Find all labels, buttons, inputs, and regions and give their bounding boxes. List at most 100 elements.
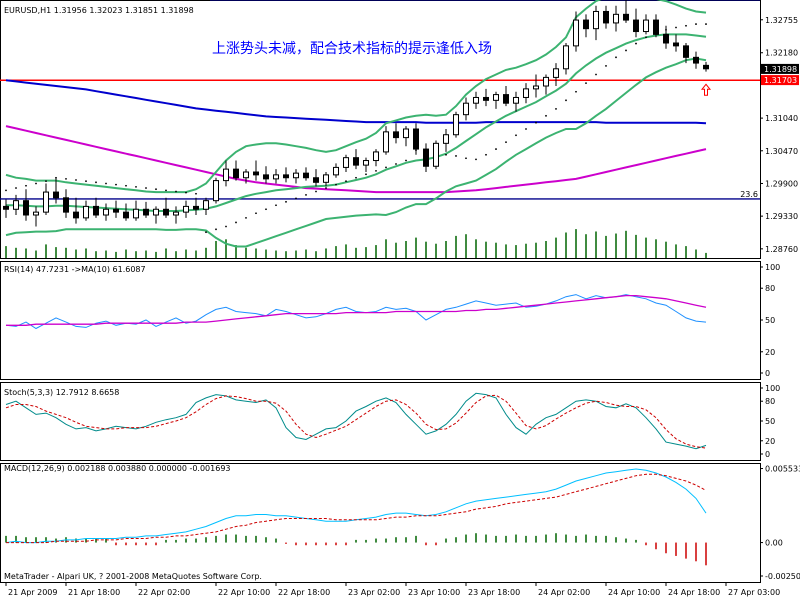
rsi-title: RSI(14) 47.7231 ->MA(10) 61.6087 (4, 265, 146, 274)
sar-dot (255, 212, 257, 215)
price-tag-label: 1.31703 (764, 76, 797, 85)
price-tick-label: 1.30470 (765, 147, 798, 156)
rsi-ma-line (6, 294, 707, 326)
sar-dot (205, 231, 207, 234)
main-price-panel: 38.223.6 1.32755 1.32180 1.31040 1.30470 1.2… (0, 0, 799, 258)
sar-dot (325, 187, 327, 189)
stoch-tick-label: 80 (765, 397, 775, 406)
sar-dot (685, 24, 687, 27)
candle-body (633, 19, 639, 33)
candle-body (443, 134, 449, 144)
rsi-tick-label: 50 (765, 316, 775, 325)
sar-dot (405, 159, 407, 162)
ma-magenta-line (5, 125, 707, 194)
candle-body (523, 88, 529, 98)
candle-body (73, 211, 79, 219)
candle-body (643, 19, 649, 33)
sar-dot (515, 134, 517, 137)
candle-body (483, 96, 489, 101)
sar-dot (565, 99, 567, 102)
sar-dot (475, 158, 477, 161)
time-tick-label: 24 Apr 18:00 (668, 588, 720, 597)
price-tick-label: 1.29330 (765, 212, 798, 221)
candle-body (453, 114, 459, 136)
sar-dot (535, 121, 537, 124)
price-tick-label: 1.28760 (765, 245, 798, 254)
candle-body (463, 102, 469, 116)
sar-dot (85, 180, 87, 183)
candle-body (663, 33, 669, 44)
candle-body (313, 177, 319, 183)
candle-body (263, 174, 269, 180)
copyright: MetaTrader - Alpari UK, ? 2001-2008 Meta… (4, 572, 262, 581)
sar-dot (495, 148, 497, 150)
macd-title: MACD(12,26,9) 0.002188 0.003880 0.000000… (4, 464, 231, 473)
time-tick-label: 23 Apr 10:00 (408, 588, 460, 597)
time-tick-label: 22 Apr 18:00 (278, 588, 330, 597)
candle-body (143, 208, 149, 216)
candle-body (363, 160, 369, 166)
price-tick-label: 1.32180 (765, 49, 798, 58)
candle-body (563, 45, 569, 70)
stochastic-axis: 100 80 50 20 0 (760, 384, 780, 459)
sar-dot (595, 73, 597, 76)
stoch-main-line (5, 392, 707, 450)
candle-body (303, 172, 309, 179)
candle-body (413, 128, 419, 150)
time-tick-label: 21 Apr 18:00 (68, 588, 120, 597)
rsi-tick-label: 0 (765, 369, 770, 378)
sar-dot (505, 141, 507, 144)
macd-axis: 0.005533 0.00 -0.00250 (760, 465, 800, 581)
sar-dot (485, 153, 487, 156)
candle-body (283, 174, 289, 179)
sar-dot (115, 183, 117, 186)
sar-dot (155, 188, 157, 191)
sar-dot (305, 194, 307, 196)
candle-body (173, 211, 179, 216)
sar-dot (525, 128, 527, 130)
stochastic-panel: 100 80 50 20 0 Stoch(5,3,3) 12.7912 8.6658 (4, 384, 780, 459)
sar-dot (185, 191, 187, 194)
candle-body (63, 197, 69, 213)
sar-dot (215, 228, 217, 231)
candle-body (123, 211, 129, 219)
rsi-tick-label: 80 (765, 284, 775, 293)
candle-body (133, 208, 139, 219)
sar-dot (625, 49, 627, 52)
mid-band-line (6, 33, 707, 212)
sar-dot (295, 197, 297, 200)
candle-body (583, 19, 589, 30)
sar-dot (385, 166, 387, 169)
candle-body (43, 191, 49, 213)
macd-frame (0, 463, 761, 583)
macd-tick-label: 0.005533 (765, 465, 800, 474)
sar-dot (245, 216, 247, 219)
sar-dot (105, 182, 107, 185)
candle-body (333, 166, 339, 176)
candle-body (13, 200, 19, 210)
upper-band-line (5, 0, 707, 194)
candle-body (103, 208, 109, 216)
sar-dot (675, 26, 677, 29)
candle-body (423, 148, 429, 167)
annotation: 上涨势头未减，配合技术指标的提示逢低入场 (212, 41, 492, 57)
candle-body (293, 172, 299, 179)
sar-dot (345, 180, 347, 183)
sar-dot (195, 192, 197, 195)
sar-dot (615, 56, 617, 59)
time-tick-label: 23 Apr 18:00 (468, 588, 520, 597)
sar-dot (75, 179, 77, 181)
time-tick-label: 22 Apr 10:00 (218, 588, 270, 597)
stoch-tick-label: 50 (765, 417, 775, 426)
stoch-tick-label: 0 (765, 450, 770, 459)
sar-dot (695, 23, 697, 25)
candle-body (383, 131, 389, 153)
sar-dot (15, 187, 17, 189)
time-tick-label: 23 Apr 02:00 (348, 588, 400, 597)
sar-dot (45, 180, 47, 183)
sar-dot (545, 114, 547, 117)
candle-body (163, 208, 169, 216)
candles (3, 0, 712, 227)
sar-dot (395, 163, 397, 165)
price-tag (761, 75, 799, 86)
